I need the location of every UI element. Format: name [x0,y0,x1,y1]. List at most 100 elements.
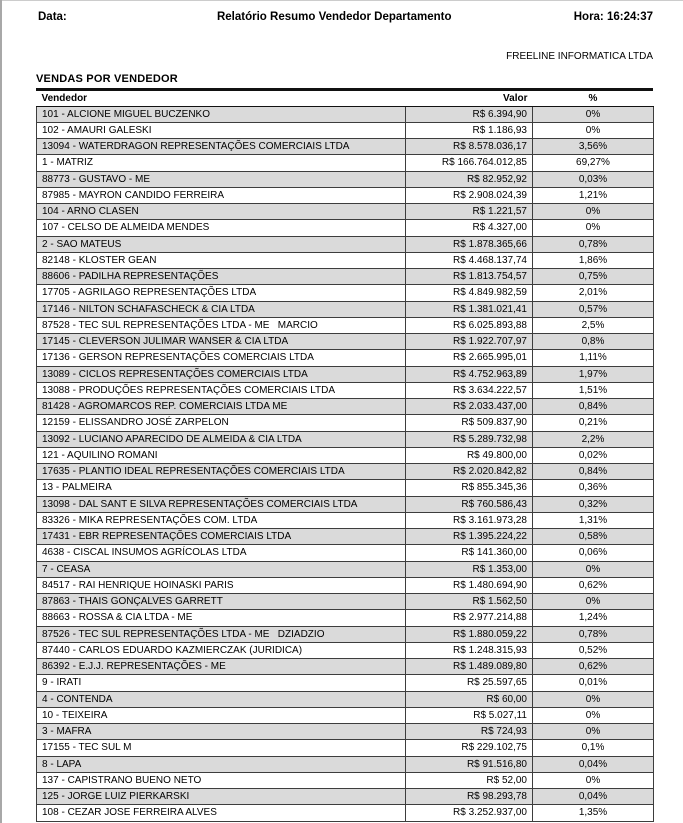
cell-percent: 0% [532,690,654,708]
cell-valor: R$ 855.345,36 [405,479,533,497]
table-row: 86392 - E.J.J. REPRESENTAÇÕES - ME R$ 1.4… [36,657,654,676]
cell-vendedor: 13 - PALMEIRA [36,479,406,497]
cell-percent: 0,01% [532,674,654,692]
table-row: 17145 - CLEVERSON JULIMAR WANSER & CIA L… [36,332,654,351]
cell-vendedor: 4 - CONTENDA [36,690,406,708]
cell-valor: R$ 3.161.973,28 [405,511,533,530]
cell-percent: 1,11% [532,349,654,367]
cell-percent: 0,62% [532,576,654,595]
table-row: 1 - MATRIZ R$ 166.764.012,85 69,27% [36,154,654,172]
cell-percent: 0% [532,219,654,237]
cell-valor: R$ 1.878.365,66 [405,235,533,253]
cell-percent: 0% [532,592,654,611]
table-row: 125 - JORGE LUIZ PIERKARSKI R$ 98.293,78 0… [36,787,654,806]
cell-percent: 0,36% [532,479,654,497]
cell-valor: R$ 1.480.694,90 [405,576,533,595]
cell-percent: 1,24% [532,609,654,627]
cell-vendedor: 10 - TEIXEIRA [36,706,406,725]
cell-percent: 1,21% [532,186,654,205]
table-row: 13088 - PRODUÇÕES REPRESENTAÇÕES COMERCI… [36,381,654,400]
cell-valor: R$ 6.394,90 [405,105,533,123]
cell-valor: R$ 3.252.937,00 [405,804,533,822]
cell-vendedor: 17431 - EBR REPRESENTAÇÕES COMERCIAIS LT… [36,527,406,546]
cell-valor: R$ 1.186,93 [405,121,533,140]
table-row: 88606 - PADILHA REPRESENTAÇÕES R$ 1.813.7… [36,267,654,286]
table-row: 12159 - ELISSANDRO JOSÉ ZARPELON R$ 509.8… [36,414,654,432]
cell-vendedor: 13088 - PRODUÇÕES REPRESENTAÇÕES COMERCI… [36,381,406,400]
table-row: 83326 - MIKA REPRESENTAÇÕES COM. LTDA R$ … [36,511,654,530]
cell-valor: R$ 8.578.036,17 [405,137,533,156]
cell-vendedor: 102 - AMAURI GALESKI [36,121,406,140]
cell-percent: 0,21% [532,414,654,432]
cell-valor: R$ 1.353,00 [405,560,533,578]
time-label: Hora: 16:24:37 [573,11,653,23]
cell-vendedor: 17705 - AGRILAGO REPRESENTAÇÕES LTDA [36,284,406,302]
cell-valor: R$ 2.665.995,01 [405,349,533,367]
cell-vendedor: 1 - MATRIZ [36,154,406,172]
table-row: 17155 - TEC SUL M R$ 229.102,75 0,1% [36,739,654,757]
table-row: 84517 - RAI HENRIQUE HOINASKI PARIS R$ 1.… [36,576,654,595]
cell-vendedor: 108 - CEZAR JOSE FERREIRA ALVES [36,804,406,822]
cell-percent: 1,31% [532,511,654,530]
table-row: 81428 - AGROMARCOS REP. COMERCIAIS LTDA … [36,397,654,416]
cell-valor: R$ 98.293,78 [405,787,533,806]
cell-vendedor: 101 - ALCIONE MIGUEL BUCZENKO [36,105,406,123]
cell-valor: R$ 1.922.707,97 [405,332,533,351]
table-row: 13098 - DAL SANT E SILVA REPRESENTAÇÕES … [36,495,654,513]
cell-vendedor: 87985 - MAYRON CANDIDO FERREIRA [36,186,406,205]
table-row: 87440 - CARLOS EDUARDO KAZMIERCZAK (JURI… [36,641,654,660]
table-header-row: Vendedor Valor % [36,90,654,107]
cell-valor: R$ 25.597,65 [405,674,533,692]
table-row: 88773 - GUSTAVO - ME R$ 82.952,92 0,03% [36,170,654,188]
cell-vendedor: 88663 - ROSSA & CIA LTDA - ME [36,609,406,627]
cell-percent: 0,58% [532,527,654,546]
cell-valor: R$ 2.977.214,88 [405,609,533,627]
table-row: 87528 - TEC SUL REPRESENTAÇÕES LTDA - ME… [36,316,654,335]
cell-percent: 0% [532,722,654,741]
cell-vendedor: 13098 - DAL SANT E SILVA REPRESENTAÇÕES … [36,495,406,513]
cell-percent: 0,57% [532,300,654,318]
cell-percent: 0% [532,771,654,790]
table-row: 10 - TEIXEIRA R$ 5.027,11 0% [36,706,654,725]
cell-vendedor: 137 - CAPISTRANO BUENO NETO [36,771,406,790]
table-row: 8 - LAPA R$ 91.516,80 0,04% [36,755,654,773]
cell-valor: R$ 2.033.437,00 [405,397,533,416]
table-header: Vendedor Valor % [36,90,654,107]
table-row: 137 - CAPISTRANO BUENO NETO R$ 52,00 0% [36,771,654,790]
table-row: 17136 - GERSON REPRESENTAÇÕES COMERCIAIS… [36,349,654,367]
cell-vendedor: 81428 - AGROMARCOS REP. COMERCIAIS LTDA … [36,397,406,416]
cell-percent: 0,03% [532,170,654,188]
cell-percent: 69,27% [532,154,654,172]
cell-vendedor: 17635 - PLANTIO IDEAL REPRESENTAÇÕES COM… [36,462,406,481]
cell-percent: 0,78% [532,625,654,643]
cell-percent: 0,52% [532,641,654,660]
cell-valor: R$ 4.468.137,74 [405,251,533,270]
table-row: 13089 - CICLOS REPRESENTAÇÕES COMERCIAIS… [36,365,654,383]
cell-vendedor: 104 - ARNO CLASEN [36,202,406,221]
table-row: 17705 - AGRILAGO REPRESENTAÇÕES LTDA R$ 4… [36,284,654,302]
cell-vendedor: 13094 - WATERDRAGON REPRESENTAÇÕES COMER… [36,137,406,156]
cell-valor: R$ 4.327,00 [405,219,533,237]
cell-vendedor: 82148 - KLOSTER GEAN [36,251,406,270]
cell-valor: R$ 166.764.012,85 [405,154,533,172]
cell-valor: R$ 509.837,90 [405,414,533,432]
table-row: 2 - SAO MATEUS R$ 1.878.365,66 0,78% [36,235,654,253]
report-header: Data: Relatório Resumo Vendedor Departam… [36,0,653,23]
table-row: 82148 - KLOSTER GEAN R$ 4.468.137,74 1,86% [36,251,654,270]
section-title: VENDAS POR VENDEDOR [36,73,178,85]
cell-valor: R$ 724,93 [405,722,533,741]
cell-valor: R$ 1.381.021,41 [405,300,533,318]
cell-vendedor: 87440 - CARLOS EDUARDO KAZMIERCZAK (JURI… [36,641,406,660]
cell-vendedor: 107 - CELSO DE ALMEIDA MENDES [36,219,406,237]
cell-vendedor: 17145 - CLEVERSON JULIMAR WANSER & CIA L… [36,332,406,351]
cell-valor: R$ 52,00 [405,771,533,790]
cell-vendedor: 88773 - GUSTAVO - ME [36,170,406,188]
cell-percent: 1,97% [532,365,654,383]
cell-valor: R$ 4.752.963,89 [405,365,533,383]
cell-vendedor: 83326 - MIKA REPRESENTAÇÕES COM. LTDA [36,511,406,530]
cell-valor: R$ 1.813.754,57 [405,267,533,286]
cell-valor: R$ 5.289.732,98 [405,430,533,448]
cell-valor: R$ 1.395.224,22 [405,527,533,546]
table-row: 7 - CEASA R$ 1.353,00 0% [36,560,654,578]
table-row: 17635 - PLANTIO IDEAL REPRESENTAÇÕES COM… [36,462,654,481]
